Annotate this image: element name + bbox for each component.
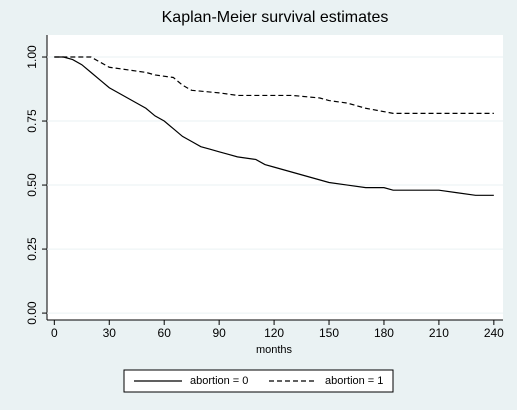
chart-title: Kaplan-Meier survival estimates: [162, 9, 389, 26]
y-tick-label: 0.00: [25, 301, 39, 325]
legend-label: abortion = 1: [325, 375, 383, 387]
x-tick-label: 240: [484, 326, 504, 340]
x-tick-label: 150: [319, 326, 339, 340]
legend-label: abortion = 0: [190, 375, 248, 387]
y-tick-label: 0.50: [25, 173, 39, 197]
plot-area: [47, 35, 503, 320]
x-tick-label: 60: [158, 326, 172, 340]
x-tick-label: 0: [51, 326, 58, 340]
y-tick-label: 0.25: [25, 237, 39, 261]
x-tick-label: 30: [103, 326, 117, 340]
x-tick-label: 210: [429, 326, 449, 340]
y-tick-label: 1.00: [25, 45, 39, 69]
survival-line: [54, 56, 494, 114]
x-tick-label: 90: [212, 326, 226, 340]
legend-box: [123, 369, 394, 393]
x-tick-label: 120: [264, 326, 284, 340]
x-axis-label: months: [256, 344, 293, 356]
survival-line: [54, 56, 494, 196]
x-tick-label: 180: [374, 326, 394, 340]
y-tick-label: 0.75: [25, 109, 39, 133]
